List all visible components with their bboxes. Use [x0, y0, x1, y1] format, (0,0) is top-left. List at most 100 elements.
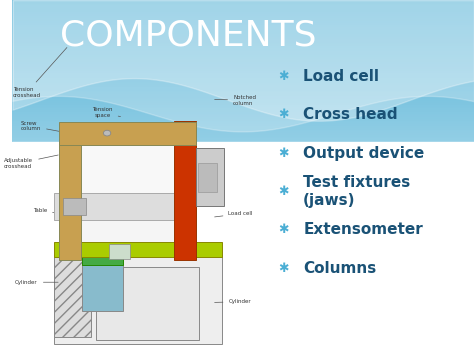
Bar: [12, 73, 474, 75]
Bar: [12, 162, 474, 163]
Bar: [12, 337, 474, 339]
Circle shape: [103, 130, 111, 136]
Bar: [12, 167, 474, 169]
Bar: [12, 272, 474, 273]
Bar: [12, 46, 474, 48]
Bar: [12, 183, 474, 185]
Bar: [12, 296, 474, 298]
Bar: [12, 41, 474, 43]
Bar: [12, 71, 474, 73]
Bar: [12, 307, 474, 309]
Bar: [12, 20, 474, 21]
Bar: [12, 275, 474, 277]
Bar: [12, 263, 474, 264]
Bar: [12, 165, 474, 167]
Bar: [12, 48, 474, 50]
Bar: [12, 151, 474, 153]
Bar: [12, 229, 474, 231]
Bar: [12, 298, 474, 300]
Bar: [12, 87, 474, 89]
Text: ✱: ✱: [278, 108, 288, 121]
Bar: [12, 16, 474, 18]
Bar: [12, 233, 474, 234]
Bar: [12, 99, 474, 101]
Bar: [12, 50, 474, 51]
Bar: [12, 96, 474, 98]
Bar: [12, 176, 474, 178]
Bar: [12, 135, 474, 137]
Bar: [12, 44, 474, 46]
Text: COMPONENTS: COMPONENTS: [60, 18, 316, 53]
Bar: [12, 302, 474, 304]
Bar: [12, 142, 474, 144]
Bar: [12, 179, 474, 181]
Bar: [12, 27, 474, 28]
Text: ✱: ✱: [278, 185, 288, 198]
Text: ✱: ✱: [278, 223, 288, 236]
Bar: [12, 213, 474, 215]
Bar: [12, 39, 474, 41]
Bar: [12, 2, 474, 4]
Bar: [12, 259, 474, 261]
Bar: [12, 344, 474, 346]
Bar: [12, 21, 474, 23]
Bar: [12, 124, 474, 126]
Bar: [12, 53, 474, 55]
Bar: [12, 91, 474, 92]
Bar: [12, 158, 474, 160]
Bar: [12, 252, 474, 254]
Bar: [12, 0, 474, 2]
Bar: [12, 323, 474, 325]
Bar: [12, 188, 474, 190]
Bar: [12, 174, 474, 176]
Bar: [12, 241, 474, 243]
Bar: [12, 57, 474, 59]
Bar: [12, 220, 474, 222]
Bar: [12, 18, 474, 20]
Bar: [12, 4, 474, 5]
Bar: [12, 76, 474, 78]
Bar: [12, 160, 474, 162]
Bar: [54, 242, 222, 257]
Bar: [12, 108, 474, 110]
Bar: [12, 156, 474, 158]
Bar: [109, 244, 130, 259]
Bar: [12, 112, 474, 114]
Bar: [59, 139, 81, 260]
Bar: [12, 277, 474, 279]
Bar: [12, 273, 474, 275]
Bar: [12, 225, 474, 227]
Bar: [12, 7, 474, 9]
Bar: [12, 178, 474, 179]
Bar: [12, 146, 474, 147]
Bar: [12, 286, 474, 288]
Bar: [12, 304, 474, 305]
Bar: [12, 128, 474, 130]
Bar: [12, 122, 474, 124]
Bar: [12, 327, 474, 328]
Bar: [12, 309, 474, 311]
Bar: [12, 115, 474, 117]
Bar: [12, 312, 474, 314]
Bar: [12, 245, 474, 247]
Bar: [12, 186, 474, 188]
Text: ✱: ✱: [278, 70, 288, 83]
Bar: [12, 28, 474, 30]
Bar: [12, 351, 474, 353]
Text: Notched
column: Notched column: [215, 95, 256, 105]
Bar: [12, 103, 474, 105]
Bar: [12, 138, 474, 140]
Bar: [12, 328, 474, 330]
Bar: [12, 149, 474, 151]
Bar: [12, 321, 474, 323]
Bar: [12, 181, 474, 183]
Bar: [12, 131, 474, 133]
Bar: [12, 320, 474, 321]
Bar: [12, 288, 474, 289]
Bar: [12, 289, 474, 291]
Bar: [12, 169, 474, 170]
Bar: [12, 133, 474, 135]
Bar: [12, 9, 474, 11]
Bar: [12, 37, 474, 39]
Bar: [12, 238, 474, 240]
